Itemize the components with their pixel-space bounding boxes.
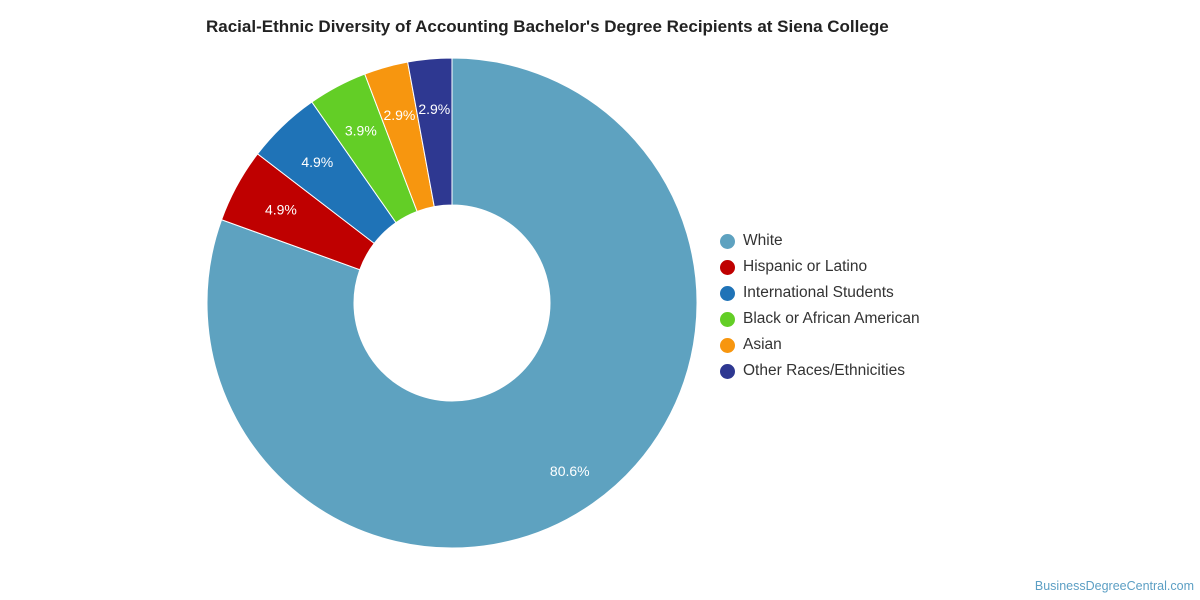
slice-label-white: 80.6% bbox=[550, 463, 590, 479]
slice-other-races-ethnicities bbox=[407, 57, 453, 208]
watermark: BusinessDegreeCentral.com bbox=[1034, 579, 1194, 593]
legend-label: White bbox=[743, 232, 783, 249]
legend-item-hispanic-or-latino[interactable]: Hispanic or Latino bbox=[720, 254, 920, 280]
legend-item-white[interactable]: White bbox=[720, 228, 920, 254]
slice-label-asian: 2.9% bbox=[383, 107, 415, 123]
legend-label: Black or African American bbox=[743, 310, 920, 327]
legend-marker bbox=[720, 259, 735, 275]
slice-label-international-students: 4.9% bbox=[301, 154, 333, 170]
slice-label-other-races-ethnicities: 2.9% bbox=[418, 101, 450, 117]
legend-label: International Students bbox=[743, 284, 894, 301]
legend-item-asian[interactable]: Asian bbox=[720, 332, 920, 358]
legend-marker bbox=[720, 311, 735, 327]
slice-white bbox=[206, 57, 698, 549]
legend: White Hispanic or Latino International Stu… bbox=[720, 228, 920, 384]
legend-label: Other Races/Ethnicities bbox=[743, 362, 905, 379]
slice-label-black-or-african-american: 3.9% bbox=[345, 123, 377, 139]
legend-item-black-or-african-american[interactable]: Black or African American bbox=[720, 306, 920, 332]
legend-marker bbox=[720, 233, 735, 249]
legend-marker bbox=[720, 337, 735, 353]
legend-item-other-races-ethnicities[interactable]: Other Races/Ethnicities bbox=[720, 358, 920, 384]
chart-title: Racial-Ethnic Diversity of Accounting Ba… bbox=[206, 17, 889, 36]
legend-label: Asian bbox=[743, 336, 782, 353]
legend-item-international-students[interactable]: International Students bbox=[720, 280, 920, 306]
legend-label: Hispanic or Latino bbox=[743, 258, 868, 275]
legend-marker bbox=[720, 285, 735, 301]
slice-label-hispanic-or-latino: 4.9% bbox=[265, 201, 297, 217]
legend-marker bbox=[720, 363, 735, 379]
